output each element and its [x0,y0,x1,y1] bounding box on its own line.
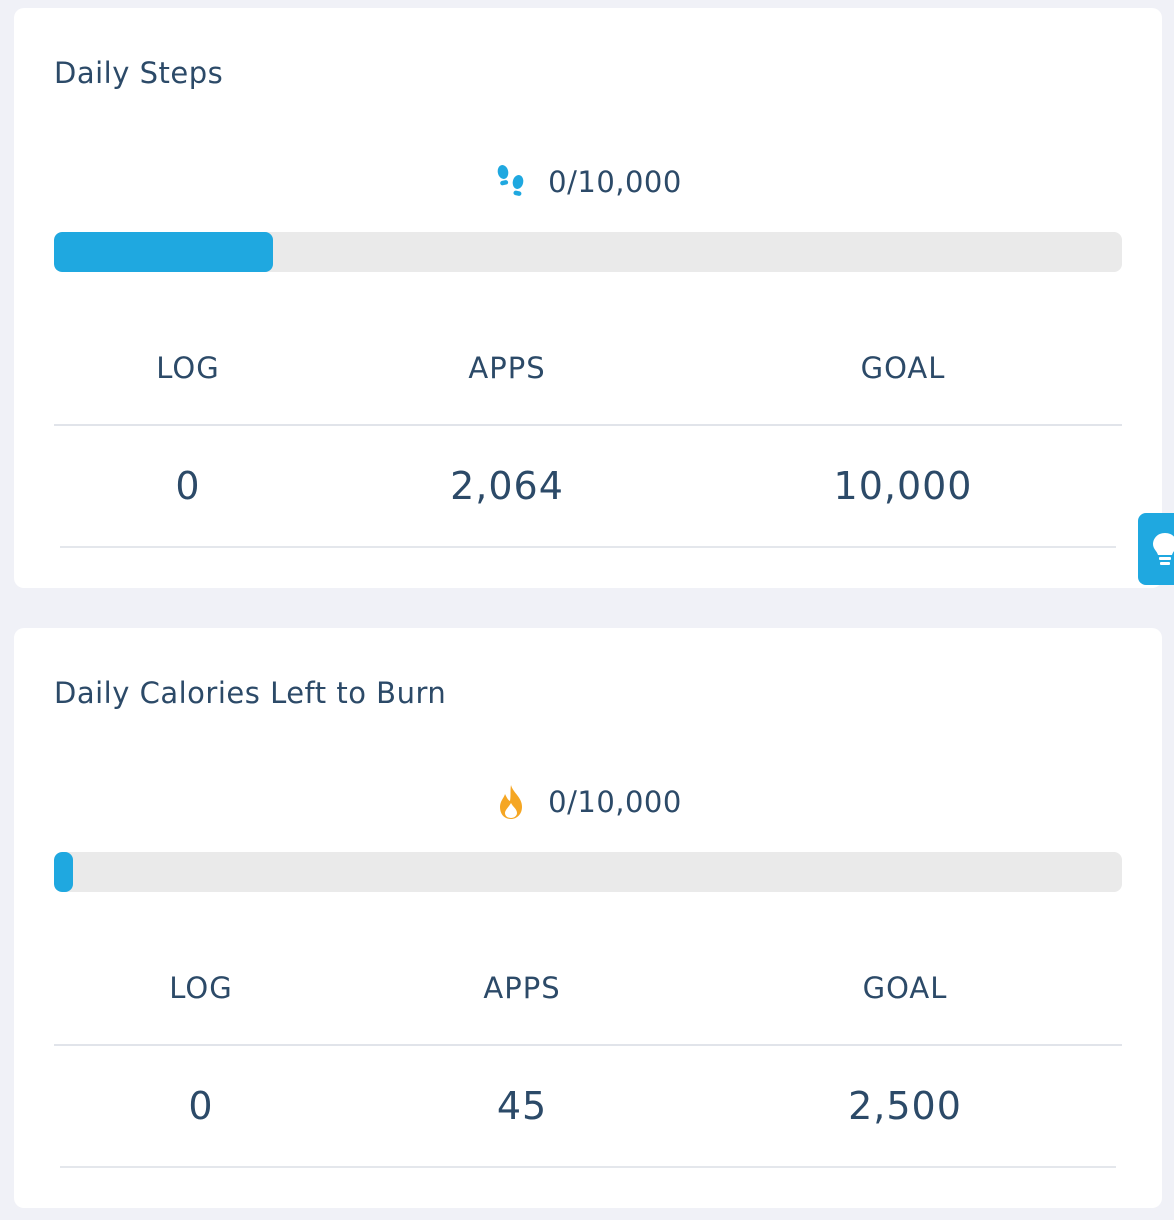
daily-calories-card: Daily Calories Left to Burn 0/10,000 LOG… [14,628,1162,1208]
log-column-header: LOG [169,971,233,1005]
goal-value: 10,000 [833,464,973,508]
card-title: Daily Calories Left to Burn [54,676,447,710]
lightbulb-icon [1153,533,1174,571]
apps-value: 2,064 [450,464,564,508]
footsteps-icon [494,162,528,202]
goal-value: 2,500 [848,1084,962,1128]
divider [60,546,1116,548]
log-value: 0 [188,1084,214,1128]
apps-column-header: APPS [468,351,546,385]
steps-stats-header: LOG APPS GOAL [54,348,1122,388]
calories-stats-header: LOG APPS GOAL [54,968,1122,1008]
calories-progress-label: 0/10,000 [14,782,1162,822]
divider [60,1166,1116,1168]
apps-value: 45 [496,1084,548,1128]
calories-progress-fill [54,852,74,892]
calories-progress-bar [54,852,1122,892]
steps-stats-values: 0 2,064 10,000 [54,464,1122,508]
goal-column-header: GOAL [862,971,948,1005]
help-tab-button[interactable] [1138,513,1174,585]
divider [54,424,1122,426]
divider [54,1044,1122,1046]
flame-icon [494,782,528,822]
log-column-header: LOG [156,351,220,385]
steps-progress-bar [54,232,1122,272]
calories-progress-text: 0/10,000 [548,785,682,819]
daily-steps-card: Daily Steps 0/10,000 LOG APPS GOAL [14,8,1162,588]
steps-progress-label: 0/10,000 [14,162,1162,202]
log-value: 0 [175,464,201,508]
steps-progress-fill [54,232,273,272]
steps-progress-text: 0/10,000 [548,165,682,199]
calories-stats-values: 0 45 2,500 [54,1084,1122,1128]
apps-column-header: APPS [483,971,561,1005]
goal-column-header: GOAL [860,351,946,385]
card-title: Daily Steps [54,56,224,90]
